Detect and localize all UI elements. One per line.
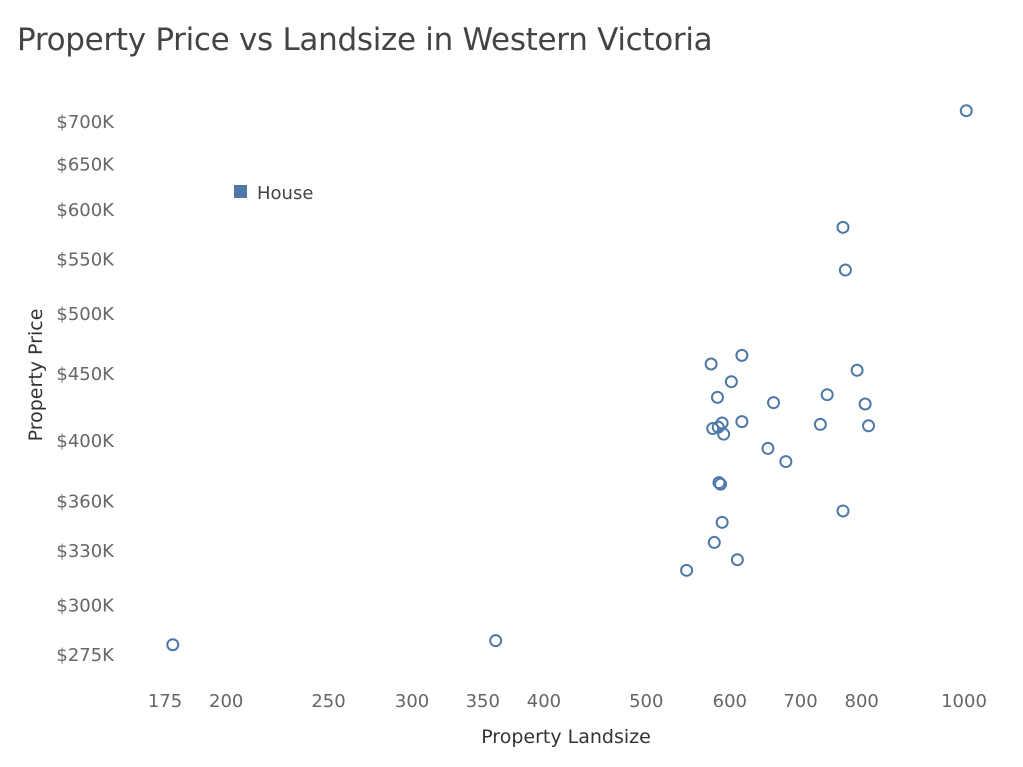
y-tick-label: $360K	[56, 491, 115, 512]
y-tick-label: $600K	[56, 200, 115, 221]
y-axis-ticks: $275K $300K $330K $360K $400K $450K $500K $550K…	[56, 112, 115, 666]
data-point[interactable]	[735, 415, 749, 429]
y-axis-title: Property Price	[25, 309, 47, 442]
x-axis-ticks: 175 200 250 300 350 400 500 600 700 800 1000	[148, 691, 987, 712]
legend-swatch-house	[234, 185, 247, 198]
data-point[interactable]	[767, 396, 781, 410]
legend-label-house: House	[257, 183, 313, 204]
data-point[interactable]	[730, 553, 744, 567]
data-point[interactable]	[858, 397, 872, 411]
y-tick-label: $550K	[56, 250, 115, 271]
data-point[interactable]	[850, 363, 864, 377]
data-point[interactable]	[717, 427, 731, 441]
data-point[interactable]	[712, 476, 726, 490]
data-point[interactable]	[680, 563, 694, 577]
data-point[interactable]	[166, 638, 180, 652]
data-point[interactable]	[704, 357, 718, 371]
y-tick-label: $650K	[56, 154, 115, 175]
y-tick-label: $300K	[56, 595, 115, 616]
data-point[interactable]	[761, 441, 775, 455]
y-tick-label: $500K	[56, 304, 115, 325]
data-point[interactable]	[489, 634, 503, 648]
x-tick-label: 600	[713, 691, 747, 712]
x-tick-label: 1000	[941, 691, 987, 712]
data-point[interactable]	[706, 422, 720, 436]
x-tick-label: 350	[466, 691, 500, 712]
data-point[interactable]	[836, 220, 850, 234]
x-tick-label: 500	[629, 691, 663, 712]
data-point[interactable]	[715, 515, 729, 529]
data-point[interactable]	[724, 375, 738, 389]
data-point[interactable]	[735, 348, 749, 362]
x-tick-label: 700	[783, 691, 817, 712]
x-tick-label: 300	[395, 691, 429, 712]
data-point[interactable]	[813, 417, 827, 431]
data-point[interactable]	[710, 390, 724, 404]
x-tick-label: 175	[148, 691, 182, 712]
x-tick-label: 400	[527, 691, 561, 712]
data-point[interactable]	[707, 535, 721, 549]
data-point[interactable]	[714, 477, 728, 491]
x-tick-label: 200	[209, 691, 243, 712]
y-tick-label: $400K	[56, 431, 115, 452]
data-point[interactable]	[862, 419, 876, 433]
x-tick-label: 800	[845, 691, 879, 712]
legend: House	[234, 183, 313, 204]
data-point[interactable]	[959, 104, 973, 118]
y-tick-label: $275K	[56, 645, 115, 666]
data-point[interactable]	[779, 455, 793, 469]
data-point[interactable]	[820, 388, 834, 402]
data-point[interactable]	[838, 263, 852, 277]
x-axis-title: Property Landsize	[481, 726, 651, 748]
y-tick-label: $330K	[56, 541, 115, 562]
chart-title: Property Price vs Landsize in Western Vi…	[17, 22, 713, 58]
y-tick-label: $450K	[56, 364, 115, 385]
data-point[interactable]	[836, 504, 850, 518]
x-tick-label: 250	[311, 691, 345, 712]
y-tick-label: $700K	[56, 112, 115, 133]
data-points	[166, 104, 973, 652]
